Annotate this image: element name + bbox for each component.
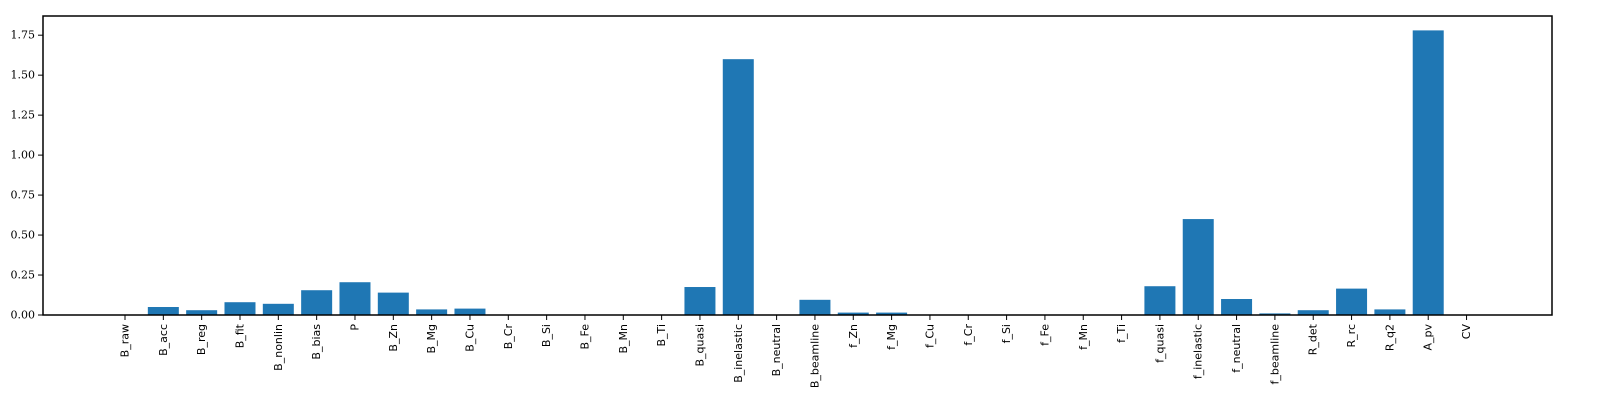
x-tick-label: CV bbox=[1460, 324, 1473, 340]
bar-A_pv bbox=[1412, 30, 1444, 315]
y-tick-label: 1.50 bbox=[11, 69, 36, 82]
x-axis: B_raw B_acc B_reg B_fit B_nonlin B_bias P B_Zn B… bbox=[119, 315, 1473, 388]
x-tick-label: P bbox=[348, 324, 361, 331]
x-tick-label: f_Mg bbox=[885, 324, 898, 350]
y-tick-label: 0.75 bbox=[11, 189, 36, 202]
bar-B_acc bbox=[147, 307, 179, 315]
x-tick-label: B_Cu bbox=[463, 324, 476, 352]
y-tick-label: 0.00 bbox=[11, 309, 36, 322]
y-tick-label: 1.00 bbox=[11, 149, 36, 162]
bar-B_quasi bbox=[684, 287, 716, 315]
x-tick-label: f_Cr bbox=[962, 324, 975, 346]
x-tick-label: A_pv bbox=[1422, 324, 1435, 351]
x-tick-label: f_Zn bbox=[847, 324, 860, 348]
plot-frame bbox=[42, 15, 1553, 316]
x-tick-label: R_q2 bbox=[1383, 324, 1396, 351]
x-tick-label: B_Zn bbox=[387, 324, 400, 352]
bar-B_nonlin bbox=[262, 303, 294, 315]
y-tick-label: 1.25 bbox=[11, 109, 36, 122]
bar-B_beamline bbox=[799, 299, 831, 315]
x-tick-label: B_neutral bbox=[770, 324, 783, 376]
x-tick-label: B_Cr bbox=[502, 324, 515, 350]
x-tick-label: B_Fe bbox=[578, 324, 591, 350]
x-tick-label: f_inelastic bbox=[1192, 324, 1205, 379]
bar-B_reg bbox=[186, 310, 218, 315]
bar-R_q2 bbox=[1374, 309, 1406, 315]
x-tick-label: B_acc bbox=[157, 324, 170, 356]
x-tick-label: R_rc bbox=[1345, 324, 1358, 347]
bar-f_Mg bbox=[876, 312, 908, 315]
x-tick-label: f_neutral bbox=[1230, 324, 1243, 373]
x-tick-label: f_quasi bbox=[1153, 324, 1166, 363]
x-tick-label: B_reg bbox=[195, 324, 208, 355]
bar-B_Cu bbox=[454, 308, 486, 315]
x-tick-label: B_nonlin bbox=[272, 324, 285, 371]
x-tick-label: B_Mn bbox=[617, 324, 630, 354]
y-tick-label: 0.50 bbox=[11, 229, 36, 242]
x-tick-label: B_Ti bbox=[655, 324, 668, 346]
x-tick-label: B_fit bbox=[233, 323, 246, 348]
x-tick-label: B_beamline bbox=[808, 324, 821, 388]
x-tick-label: B_Si bbox=[540, 324, 553, 347]
bar-R_rc bbox=[1336, 288, 1368, 315]
x-tick-label: f_Cu bbox=[923, 324, 936, 348]
x-tick-label: f_Si bbox=[1000, 324, 1013, 343]
bar-f_beamline bbox=[1259, 313, 1291, 315]
x-tick-label: B_inelastic bbox=[732, 324, 745, 383]
x-tick-label: f_Ti bbox=[1115, 324, 1128, 343]
x-tick-label: f_Fe bbox=[1038, 324, 1051, 346]
x-tick-label: f_beamline bbox=[1268, 324, 1281, 385]
x-tick-label: B_bias bbox=[310, 324, 323, 360]
x-tick-label: f_Mn bbox=[1077, 324, 1090, 350]
bar-B_bias bbox=[301, 290, 333, 315]
bar-B_Mg bbox=[416, 309, 448, 315]
bars bbox=[147, 30, 1444, 315]
x-tick-label: B_raw bbox=[119, 324, 132, 357]
y-axis: 0.00 0.25 0.50 0.75 1.00 1.25 1.50 1.75 bbox=[11, 29, 43, 322]
bar-B_Zn bbox=[377, 292, 409, 315]
bar-B_fit bbox=[224, 302, 256, 315]
bar-B_inelastic bbox=[722, 59, 754, 315]
bar-f_quasi bbox=[1144, 286, 1176, 315]
bar-f_Zn bbox=[837, 312, 869, 315]
x-tick-label: B_Mg bbox=[425, 324, 438, 354]
y-tick-label: 1.75 bbox=[11, 29, 36, 42]
bar-R_det bbox=[1297, 310, 1329, 315]
y-tick-label: 0.25 bbox=[11, 269, 36, 282]
bar-P bbox=[339, 282, 371, 315]
x-tick-label: R_det bbox=[1307, 323, 1320, 355]
bar-f_inelastic bbox=[1182, 219, 1214, 315]
x-tick-label: B_quasi bbox=[693, 324, 706, 367]
bar-f_neutral bbox=[1221, 299, 1253, 315]
